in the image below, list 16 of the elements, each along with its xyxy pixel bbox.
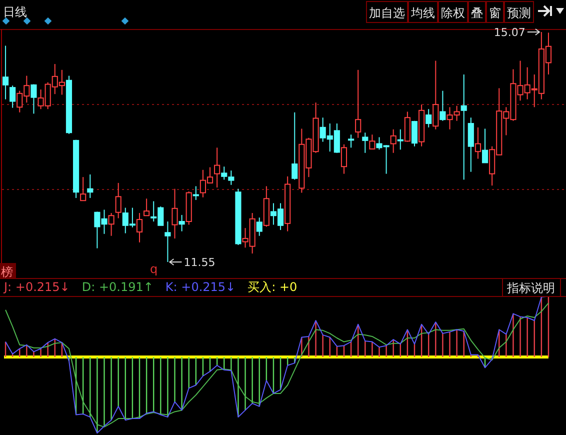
text: 窗: [489, 6, 501, 20]
text: 加自选: [369, 6, 405, 20]
text: 指标说明: [506, 281, 555, 295]
annotation: 11.55: [184, 256, 216, 269]
text: 榜: [1, 265, 13, 279]
chart-title: 日线: [3, 5, 27, 19]
annotation: 15.07: [494, 26, 526, 39]
text: K: +0.215↓: [165, 280, 236, 294]
text: 除权: [441, 6, 465, 20]
text: 买入: +0: [248, 280, 298, 294]
text: J: +0.215↓: [3, 280, 70, 294]
text: 叠: [471, 6, 483, 20]
annotation: q: [150, 262, 158, 276]
text: D: +0.191↑: [82, 280, 154, 294]
text: 预测: [507, 6, 531, 20]
text: 均线: [410, 6, 435, 20]
